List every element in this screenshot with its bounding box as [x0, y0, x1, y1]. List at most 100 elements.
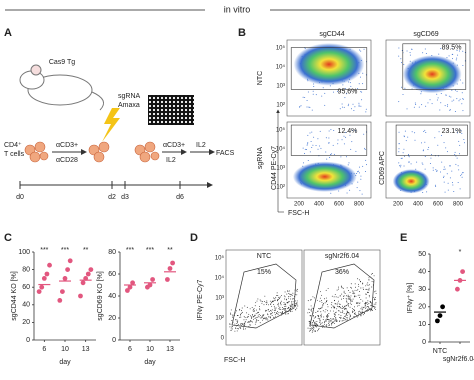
panel-a: A Cas9 Tg sgRNA Amaxa CD4⁺ T cells αCD3+… [4, 27, 235, 201]
event-dot [362, 300, 364, 302]
event-dot [328, 141, 330, 143]
axis-label: FSC-H [288, 210, 309, 217]
event-dot [365, 288, 367, 290]
event-dot [369, 310, 371, 312]
event-dot [260, 317, 262, 319]
data-point [80, 280, 86, 286]
event-dot [270, 303, 272, 305]
x-tick-label: 800 [354, 202, 365, 208]
event-dot [322, 325, 324, 327]
event-dot [449, 109, 451, 111]
y-axis-label: sgCD69 KO [%] [97, 271, 104, 320]
y-tick-label: 40 [22, 302, 30, 309]
event-dot [259, 309, 261, 311]
event-dot [267, 309, 269, 311]
event-dot [263, 315, 265, 316]
gate [290, 124, 368, 156]
event-dot [251, 314, 253, 316]
event-dot [356, 187, 358, 189]
event-dot [352, 290, 354, 292]
event-dot [267, 314, 269, 316]
event-dot [312, 296, 314, 298]
event-dot [333, 306, 334, 308]
event-dot [283, 295, 285, 297]
event-dot [406, 108, 408, 110]
event-dot [325, 320, 327, 322]
y-tick-label: 60 [22, 284, 30, 291]
event-dot [262, 314, 264, 316]
event-dot [238, 328, 239, 330]
event-dot [340, 315, 342, 317]
day-label: d2 [108, 194, 116, 201]
event-dot [330, 321, 332, 323]
event-dot [253, 308, 255, 310]
event-dot [360, 314, 362, 316]
event-dot [365, 304, 367, 306]
event-dot [230, 328, 232, 330]
event-dot [262, 319, 264, 321]
y-tick-label: 10² [276, 103, 285, 109]
event-dot [280, 303, 282, 305]
event-dot [291, 306, 293, 307]
event-dot [343, 290, 345, 292]
event-dot [458, 169, 460, 171]
event-dot [302, 96, 304, 98]
event-dot [346, 192, 348, 194]
event-dot [373, 303, 375, 305]
event-dot [229, 326, 231, 328]
event-dot [339, 307, 341, 309]
event-dot [427, 102, 429, 104]
event-dot [362, 72, 364, 74]
event-dot [457, 165, 459, 167]
event-dot [333, 153, 335, 155]
event-dot [243, 319, 245, 321]
data-point [165, 277, 170, 282]
event-dot [236, 319, 238, 321]
event-dot [421, 162, 423, 164]
event-dot [366, 288, 368, 290]
event-dot [244, 325, 246, 327]
event-dot [334, 300, 336, 302]
event-dot [421, 142, 423, 144]
gate [395, 124, 468, 156]
event-dot [296, 300, 298, 302]
event-dot [333, 322, 335, 324]
event-dot [317, 324, 319, 326]
event-dot [254, 323, 256, 325]
label: Amaxa [118, 102, 140, 109]
data-point [41, 276, 47, 281]
event-dot [313, 136, 315, 138]
event-dot [280, 304, 282, 306]
event-dot [373, 305, 375, 307]
event-dot [341, 287, 343, 289]
event-dot [448, 55, 450, 57]
event-dot [345, 315, 346, 317]
event-dot [328, 321, 330, 323]
mouse-tail [91, 91, 105, 111]
event-dot [367, 285, 369, 286]
event-dot [319, 308, 320, 310]
event-dot [443, 168, 445, 170]
event-dot [327, 318, 328, 320]
event-dot [317, 311, 319, 312]
event-dot [309, 151, 311, 153]
event-dot [350, 148, 352, 150]
event-dot [325, 309, 327, 311]
event-dot [370, 302, 371, 303]
event-dot [251, 307, 253, 309]
gate-percent: 89.5% [442, 44, 462, 51]
event-dot [456, 90, 458, 92]
event-dot [341, 312, 343, 313]
event-dot [350, 302, 351, 304]
event-dot [329, 157, 331, 159]
event-dot [257, 312, 258, 314]
event-dot [357, 171, 359, 173]
event-dot [337, 90, 339, 92]
event-dot [349, 306, 351, 308]
event-dot [346, 313, 348, 315]
event-dot [315, 144, 317, 146]
event-dot [360, 91, 362, 93]
event-dot [236, 330, 238, 332]
event-dot [327, 310, 329, 312]
event-dot [322, 304, 324, 306]
